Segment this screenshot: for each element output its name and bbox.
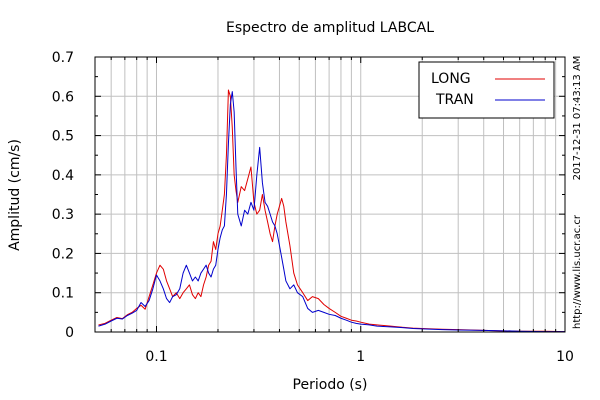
chart-title: Espectro de amplitud LABCAL — [226, 20, 434, 36]
x-tick-label: 1 — [356, 349, 365, 365]
legend-label-long: LONG — [431, 71, 471, 87]
source-url-label: http://www.lis.ucr.ac.cr — [572, 214, 583, 329]
timestamp-label: 2017-12-31 07:43:13 AM — [572, 56, 583, 181]
axis-ticks — [95, 56, 565, 333]
legend: LONG TRAN — [418, 61, 555, 119]
x-tick-label: 0.1 — [145, 349, 167, 365]
y-tick-label: 0.4 — [52, 168, 74, 184]
x-axis-label: Periodo (s) — [293, 377, 368, 393]
x-tick-label: 10 — [556, 349, 574, 365]
x-tick-labels: 0.1 1 10 — [145, 349, 574, 365]
legend-box — [418, 61, 555, 119]
y-axis-label: Amplitud (cm/s) — [7, 139, 23, 251]
y-tick-label: 0.5 — [52, 129, 74, 145]
legend-label-tran: TRAN — [435, 92, 474, 108]
y-tick-label: 0.2 — [52, 246, 74, 262]
y-tick-label: 0.1 — [52, 286, 74, 302]
grid — [95, 57, 565, 332]
series-line-long — [98, 89, 566, 333]
series-line-tran — [98, 91, 565, 333]
y-tick-label: 0.3 — [52, 207, 74, 223]
y-tick-label: 0.7 — [52, 50, 74, 66]
y-tick-labels: 0 0.1 0.2 0.3 0.4 0.5 0.6 0.7 — [52, 50, 74, 341]
series-lines — [98, 89, 566, 333]
y-tick-label: 0 — [65, 325, 74, 341]
y-tick-label: 0.6 — [52, 89, 74, 105]
